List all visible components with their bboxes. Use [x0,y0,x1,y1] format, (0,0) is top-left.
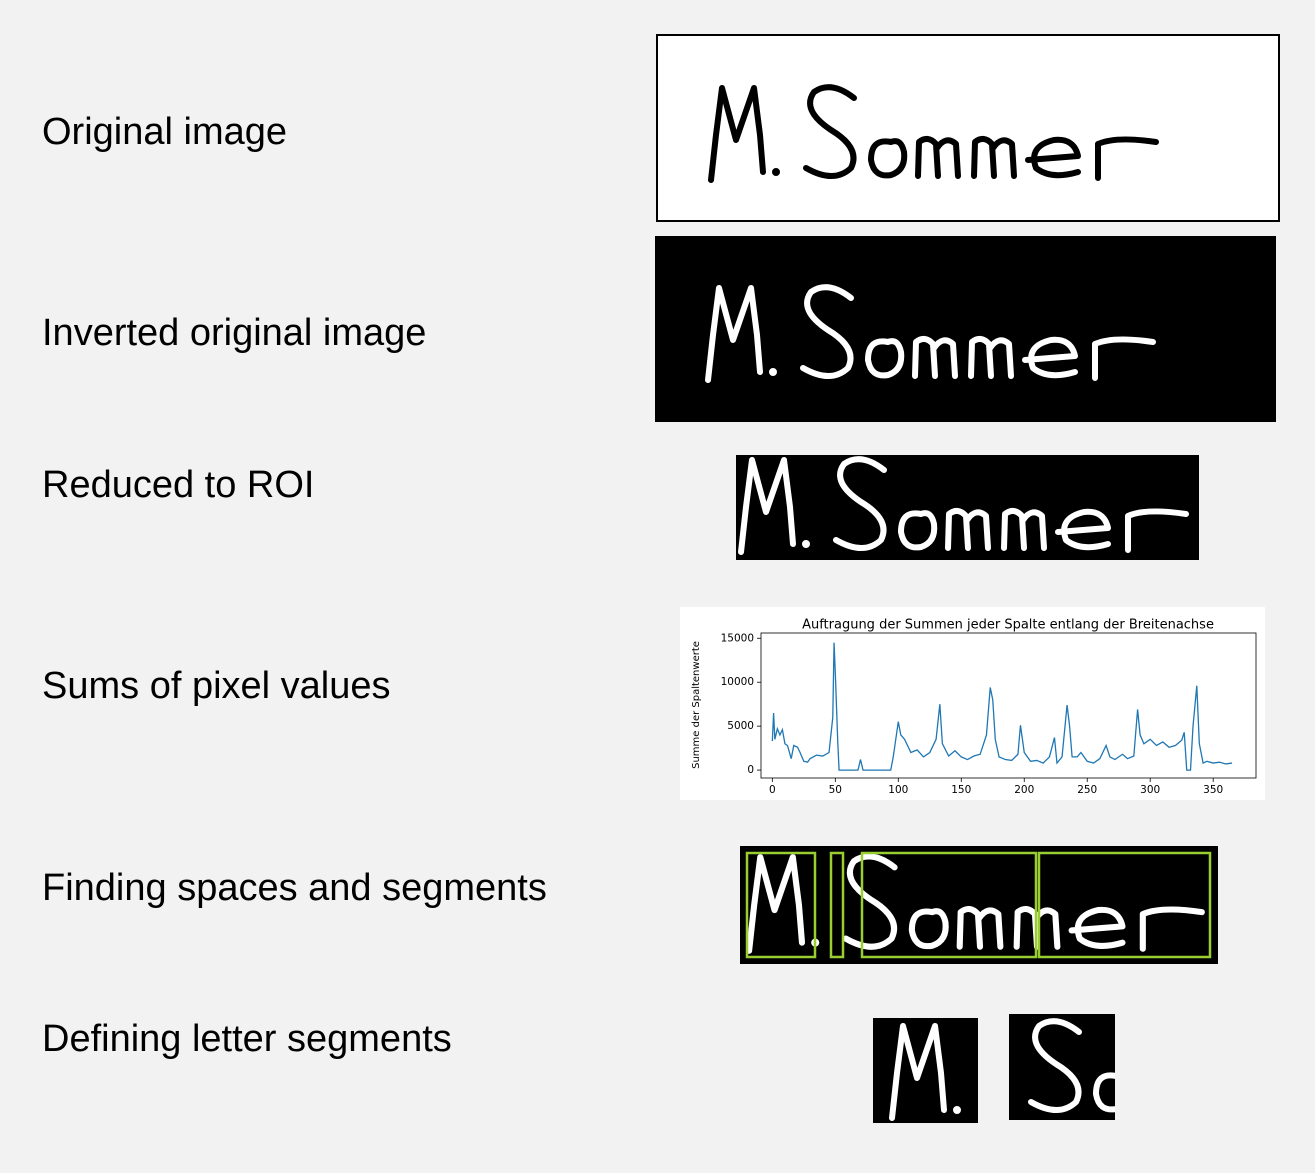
y-tick-label: 15000 [721,632,754,644]
inverted-image [655,236,1276,422]
y-axis-label: Summe der Spaltenwerte [691,641,702,769]
row-label: Reduced to ROI [42,464,315,506]
x-tick-label: 300 [1140,784,1160,796]
letter-segment [873,1018,978,1123]
x-tick-label: 350 [1203,784,1223,796]
segments-image [740,846,1218,964]
row-label: Sums of pixel values [42,665,391,707]
row-label: Defining letter segments [42,1018,452,1060]
sum-plot: Auftragung der Summen jeder Spalte entla… [680,607,1265,800]
plot-frame [760,632,1257,779]
row-label: Finding spaces and segments [42,867,547,909]
original-image [656,34,1280,222]
y-tick-label: 5000 [727,720,754,732]
letter-segment [1009,1014,1115,1120]
x-tick-label: 0 [769,784,776,796]
y-tick-label: 10000 [721,676,754,688]
x-tick-label: 200 [1014,784,1034,796]
row-label: Original image [42,111,287,153]
x-tick-label: 50 [829,784,842,796]
x-tick-label: 250 [1077,784,1097,796]
y-tick-label: 0 [747,764,754,776]
data-line [771,642,1233,771]
x-tick-label: 150 [951,784,971,796]
row-label: Inverted original image [42,312,427,354]
plot-title: Auftragung der Summen jeder Spalte entla… [802,618,1214,633]
x-tick-label: 100 [888,784,908,796]
roi-image [736,455,1199,560]
